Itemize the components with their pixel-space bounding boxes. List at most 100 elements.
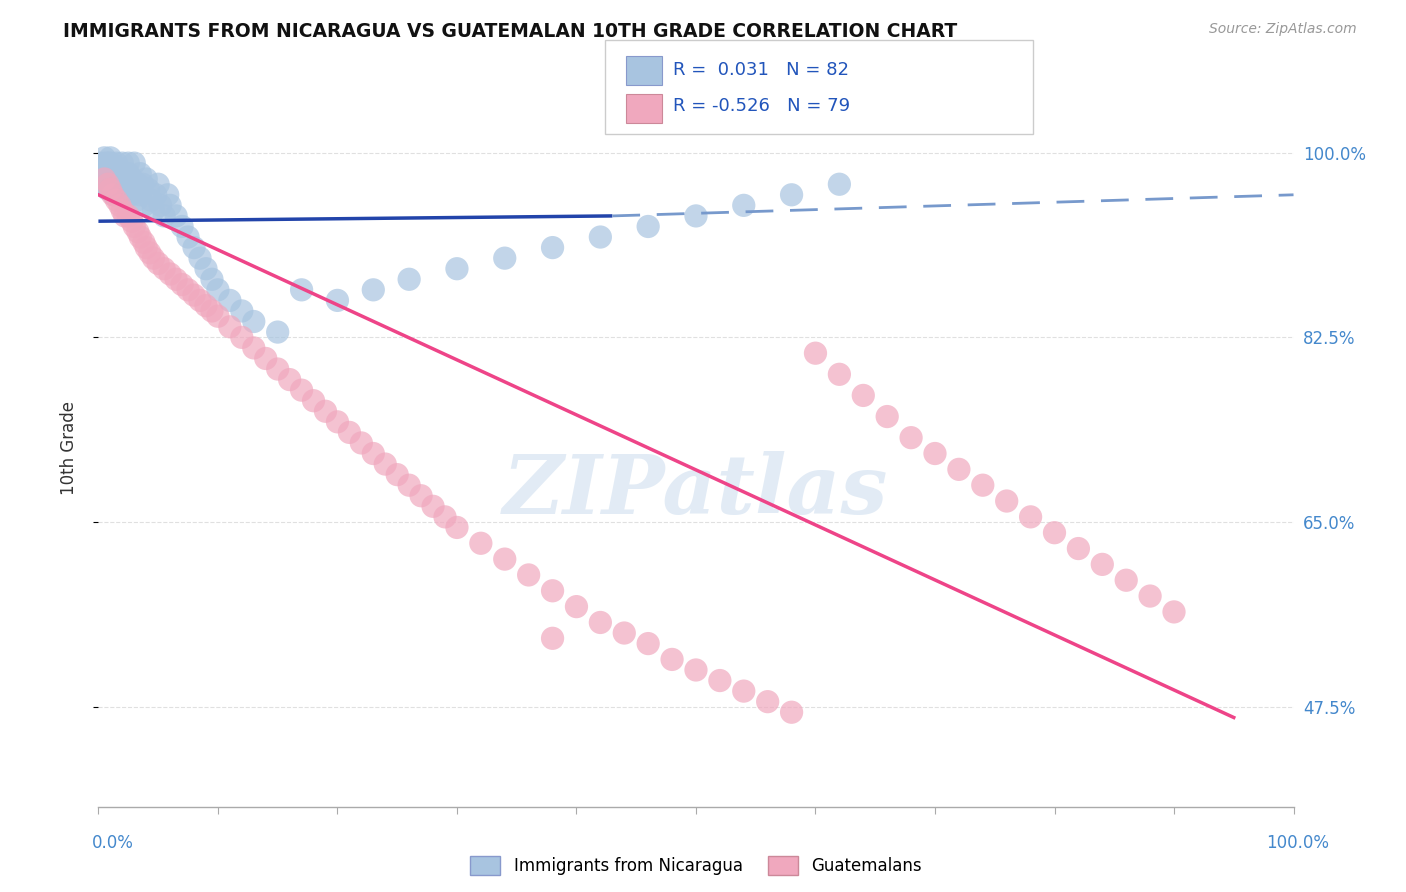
Point [1019,509,1042,524]
Point [278,373,301,387]
Point [135,172,157,186]
Point [121,172,143,186]
Point [112,178,135,192]
Legend: Immigrants from Nicaragua, Guatemalans: Immigrants from Nicaragua, Guatemalans [464,849,928,881]
Point [398,272,420,286]
Point [422,500,444,514]
Point [589,230,612,244]
Point [900,431,922,445]
Point [165,272,187,286]
Point [107,178,129,192]
Point [374,457,396,471]
Point [111,203,134,218]
Point [105,167,128,181]
Point [93,151,115,165]
Point [363,446,385,460]
Point [780,187,803,202]
Point [105,156,128,170]
Point [127,225,149,239]
Point [243,314,266,328]
Point [98,151,122,165]
Point [637,637,659,651]
Point [100,172,122,186]
Point [195,261,218,276]
Point [97,182,120,196]
Point [90,156,112,170]
Point [177,283,200,297]
Point [948,462,970,476]
Point [131,178,153,192]
Point [139,193,162,207]
Point [98,182,122,196]
Point [91,172,114,186]
Point [315,404,337,418]
Point [118,178,141,192]
Point [219,293,242,308]
Point [98,161,122,176]
Point [733,198,755,212]
Point [103,172,125,186]
Point [756,695,779,709]
Point [117,156,139,170]
Point [153,209,176,223]
Point [96,172,118,186]
Point [494,552,516,566]
Point [183,288,205,302]
Point [93,172,115,186]
Point [124,219,146,234]
Point [446,520,468,534]
Text: R =  0.031   N = 82: R = 0.031 N = 82 [673,61,849,79]
Point [1115,573,1137,587]
Point [231,304,253,318]
Point [326,415,349,429]
Point [326,293,349,308]
Point [148,256,170,270]
Point [110,182,132,196]
Point [1043,525,1066,540]
Point [517,568,540,582]
Point [541,632,564,646]
Point [434,509,457,524]
Point [103,187,125,202]
Point [685,663,707,677]
Point [101,178,124,192]
Point [165,209,187,223]
Point [637,219,659,234]
Point [111,167,134,181]
Text: IMMIGRANTS FROM NICARAGUA VS GUATEMALAN 10TH GRADE CORRELATION CHART: IMMIGRANTS FROM NICARAGUA VS GUATEMALAN … [63,22,957,41]
Point [183,241,205,255]
Point [188,293,211,308]
Point [494,251,516,265]
Point [121,214,143,228]
Point [291,383,314,397]
Point [1163,605,1185,619]
Point [156,187,179,202]
Point [105,193,128,207]
Point [828,178,851,192]
Point [138,182,160,196]
Point [470,536,492,550]
Point [1139,589,1161,603]
Point [117,167,139,181]
Text: ZIPatlas: ZIPatlas [503,451,889,532]
Point [541,241,564,255]
Point [254,351,277,366]
Point [339,425,361,440]
Point [207,283,229,297]
Point [98,156,122,170]
Point [219,319,242,334]
Point [132,235,155,250]
Point [124,156,146,170]
Point [876,409,898,424]
Point [129,230,152,244]
Point [1067,541,1090,556]
Point [129,187,152,202]
Point [201,304,224,318]
Point [852,388,875,402]
Point [709,673,731,688]
Point [114,209,136,223]
Point [159,198,181,212]
Point [267,325,290,339]
Point [107,161,129,176]
Point [613,626,636,640]
